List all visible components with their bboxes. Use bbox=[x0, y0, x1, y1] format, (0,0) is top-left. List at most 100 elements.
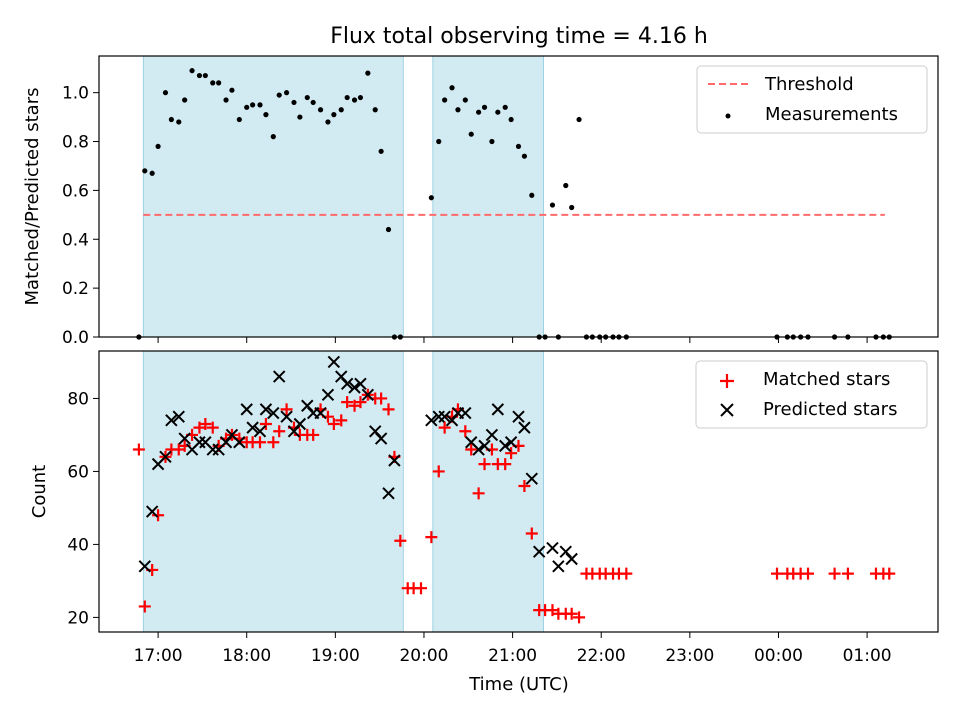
predicted-star-point bbox=[314, 406, 327, 420]
matched-star-point bbox=[307, 428, 320, 441]
x-tick-label: 00:00 bbox=[754, 646, 803, 666]
measurement-point bbox=[455, 107, 461, 113]
measurement-point bbox=[481, 104, 488, 110]
legend-measurement-swatch bbox=[725, 113, 731, 119]
measurement-point bbox=[182, 97, 188, 103]
measurement-point bbox=[436, 138, 442, 145]
measurement-point bbox=[236, 116, 242, 123]
measurement-point bbox=[168, 116, 174, 123]
measurement-point bbox=[476, 109, 482, 115]
ratio-x-ticks bbox=[157, 337, 868, 343]
x-tick-label: 23:00 bbox=[665, 646, 714, 666]
predicted-star-point bbox=[518, 421, 531, 434]
measurement-point bbox=[502, 104, 508, 110]
matched-star-point bbox=[472, 487, 485, 500]
measurement-point bbox=[378, 148, 384, 154]
measurement-point bbox=[442, 97, 448, 103]
shaded-interval bbox=[432, 55, 545, 338]
matched-star-point bbox=[327, 417, 340, 430]
predicted-star-point bbox=[246, 421, 259, 434]
predicted-star-point bbox=[280, 410, 293, 423]
measurement-point bbox=[250, 102, 256, 108]
predicted-star-point bbox=[478, 439, 491, 453]
predicted-star-point bbox=[498, 439, 512, 453]
measurement-point bbox=[325, 119, 331, 125]
predicted-star-point bbox=[273, 370, 286, 383]
predicted-star-point bbox=[388, 454, 401, 467]
ratio-legend: Threshold Measurements bbox=[696, 65, 928, 134]
count-panel: 20 40 60 80 17:00 18:00 19:00 20:00 21:00 22:00 2… bbox=[29, 350, 939, 695]
y-tick-label: 0.4 bbox=[62, 230, 89, 250]
matched-star-point bbox=[382, 403, 395, 416]
matched-star-point bbox=[505, 447, 518, 460]
matched-star-point bbox=[459, 425, 472, 438]
predicted-star-point bbox=[193, 436, 206, 449]
predicted-star-point bbox=[354, 377, 367, 391]
legend-measurements-label: Measurements bbox=[765, 104, 898, 125]
predicted-star-point bbox=[459, 406, 472, 420]
predicted-star-point bbox=[361, 388, 375, 401]
measurement-point bbox=[216, 80, 222, 86]
count-points bbox=[132, 355, 896, 624]
ratio-plot-frame bbox=[98, 55, 939, 338]
x-tick-label: 18:00 bbox=[222, 646, 271, 666]
measurement-point bbox=[244, 104, 250, 110]
matched-star-point bbox=[375, 392, 388, 405]
measurement-point bbox=[310, 99, 316, 106]
predicted-star-point bbox=[504, 436, 518, 449]
predicted-star-point bbox=[267, 406, 280, 420]
measurement-point bbox=[283, 90, 290, 96]
x-tick-label: 01:00 bbox=[843, 646, 892, 666]
matched-star-point bbox=[415, 582, 428, 595]
measurement-point bbox=[291, 99, 297, 106]
y-tick-label: 60 bbox=[67, 462, 89, 482]
predicted-star-point bbox=[565, 552, 578, 566]
measurement-point bbox=[223, 97, 229, 103]
y-tick-label: 0.8 bbox=[62, 133, 89, 153]
shaded-interval bbox=[432, 350, 545, 633]
matched-star-point bbox=[199, 417, 212, 430]
measurement-point bbox=[357, 94, 364, 101]
legend-predicted-swatch bbox=[720, 403, 734, 417]
measurement-point bbox=[196, 72, 203, 79]
matched-star-point bbox=[354, 396, 367, 409]
matched-star-point bbox=[394, 534, 407, 547]
predicted-star-point bbox=[432, 410, 445, 423]
measurement-point bbox=[372, 107, 378, 113]
measurement-point bbox=[142, 168, 148, 174]
y-tick-label: 20 bbox=[67, 608, 89, 628]
measurement-point bbox=[521, 153, 528, 159]
measurement-point bbox=[365, 70, 371, 76]
measurement-point bbox=[428, 195, 434, 201]
measurement-point bbox=[149, 170, 155, 176]
measurement-point bbox=[563, 182, 569, 189]
measurement-point bbox=[576, 116, 582, 123]
predicted-star-point bbox=[472, 443, 485, 456]
measurement-point bbox=[508, 116, 514, 123]
count-plot-frame bbox=[98, 350, 939, 633]
predicted-star-point bbox=[253, 425, 267, 438]
x-tick-label: 22:00 bbox=[577, 646, 626, 666]
matched-star-point bbox=[620, 567, 633, 580]
predicted-star-point bbox=[233, 436, 246, 449]
measurement-point bbox=[549, 202, 556, 208]
count-legend-box bbox=[695, 360, 928, 429]
predicted-star-point bbox=[348, 381, 361, 394]
legend-matched-swatch bbox=[720, 374, 734, 388]
measurement-point bbox=[462, 97, 468, 103]
observing-intervals bbox=[142, 55, 545, 338]
measurement-point bbox=[257, 102, 263, 108]
measurement-point bbox=[155, 143, 161, 150]
matched-star-point bbox=[280, 403, 293, 416]
measurement-point bbox=[263, 112, 269, 118]
legend-threshold-label: Threshold bbox=[764, 74, 854, 95]
matched-star-point bbox=[206, 421, 219, 434]
ratio-legend-box bbox=[696, 65, 928, 134]
matched-star-point bbox=[565, 607, 578, 620]
measurement-point bbox=[351, 97, 358, 103]
matched-star-point bbox=[259, 417, 272, 430]
predicted-star-point bbox=[293, 417, 307, 431]
y-tick-label: 80 bbox=[67, 389, 89, 409]
predicted-star-point bbox=[138, 560, 151, 573]
measurement-point bbox=[338, 107, 344, 113]
